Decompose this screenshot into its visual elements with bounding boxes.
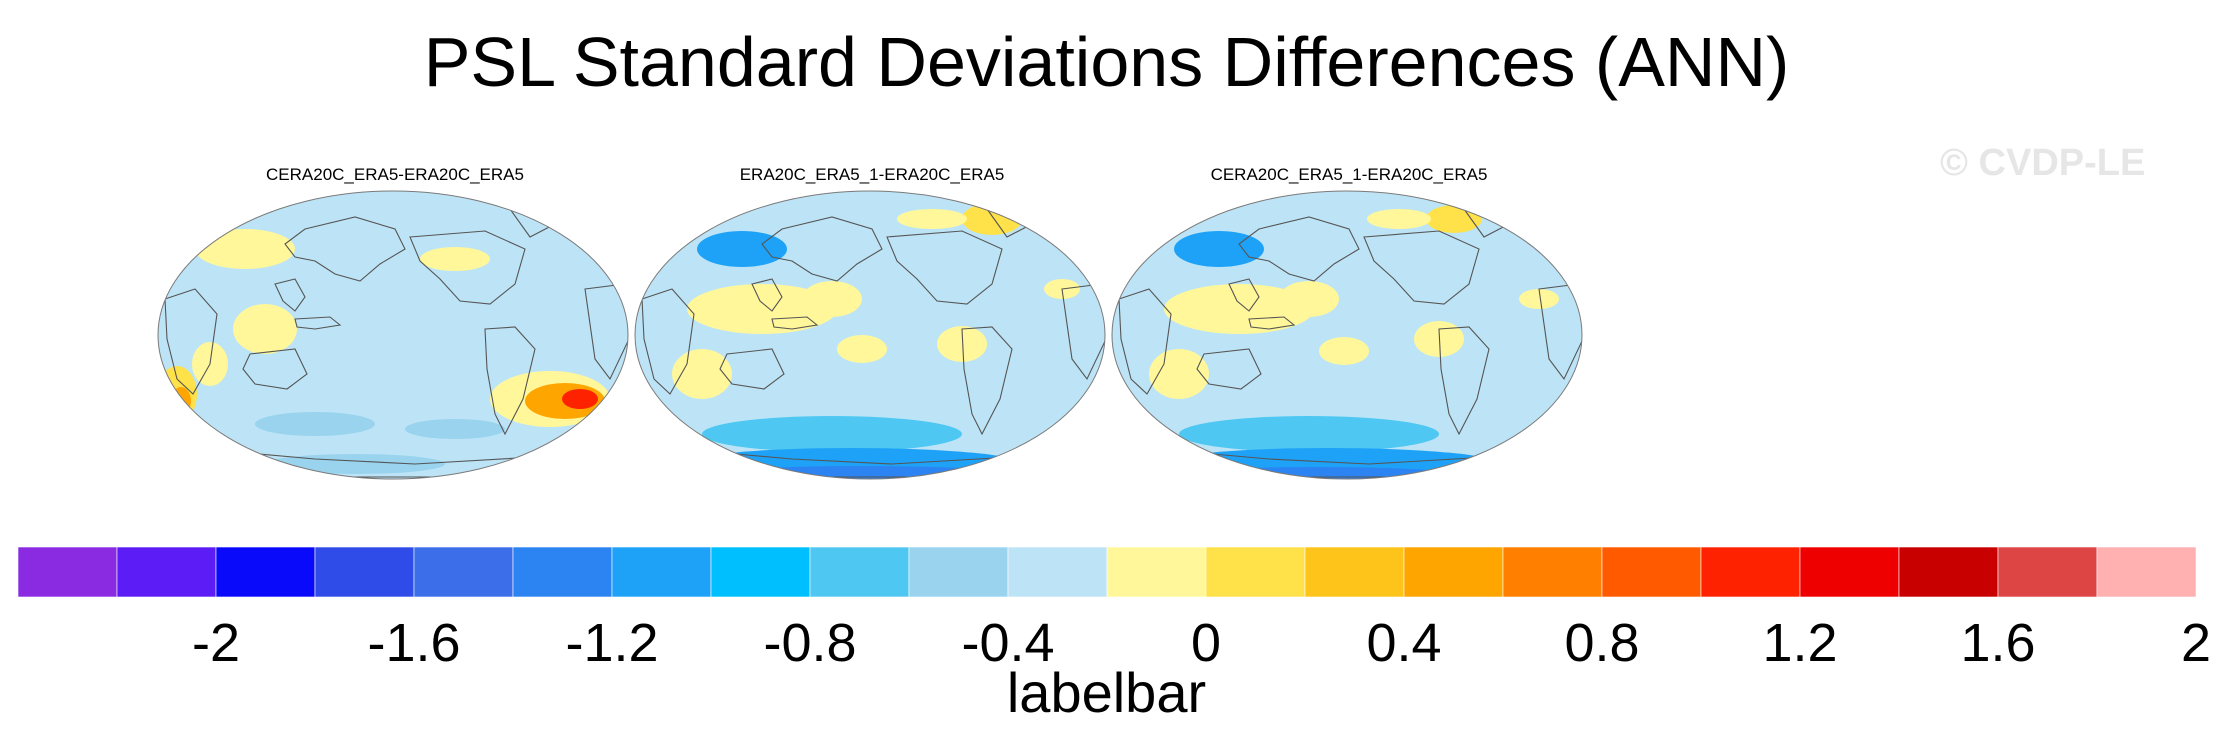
- map-outline: [157, 190, 629, 480]
- contour-region: [687, 284, 837, 334]
- colorbar-tick-label: -1.6: [367, 613, 461, 673]
- coastline: [164, 288, 218, 395]
- colorbar-box: [1304, 547, 1405, 597]
- coastline: [1118, 288, 1172, 395]
- coastline: [1438, 326, 1490, 436]
- coastline: [961, 326, 1013, 436]
- colorbar-box: [2096, 547, 2196, 597]
- coastline: [284, 216, 406, 282]
- coastline: [1196, 348, 1262, 390]
- map-outline: [1111, 190, 1583, 480]
- colorbar-box: [1898, 547, 1999, 597]
- contour-region: [158, 366, 197, 422]
- contour-region: [1367, 209, 1431, 229]
- contour-region: [897, 209, 967, 229]
- colorbar-box: [18, 547, 118, 597]
- coastline: [771, 316, 819, 330]
- colorbar-box: [809, 547, 910, 597]
- contour-region: [1426, 205, 1482, 233]
- contour-region: [405, 419, 505, 439]
- contour-region: [802, 281, 862, 317]
- colorbar-box: [1601, 547, 1702, 597]
- contour-region: [1519, 289, 1559, 309]
- contour-region: [562, 389, 598, 409]
- map-outline: [634, 190, 1106, 480]
- contour-region: [255, 412, 375, 436]
- map-panel-1: CERA20C_ERA5-ERA20C_ERA5: [155, 165, 635, 485]
- colorbar-title: labelbar: [1006, 661, 1207, 724]
- colorbar-box: [710, 547, 811, 597]
- panel-title: CERA20C_ERA5_1-ERA20C_ERA5: [1210, 165, 1488, 184]
- contour-region: [195, 229, 295, 269]
- contour-region: [1164, 284, 1314, 334]
- ocean-background: [158, 191, 628, 479]
- colorbar-tick-label: -2: [191, 613, 241, 673]
- colorbar: [18, 547, 2196, 597]
- colorbar-tick-label: -1.2: [565, 613, 659, 673]
- colorbar-tick-label: -0.4: [961, 613, 1055, 673]
- contour-region: [1179, 416, 1439, 452]
- contour-region: [962, 203, 1022, 235]
- map-panel-3: CERA20C_ERA5_1-ERA20C_ERA5: [1109, 165, 1589, 485]
- coastline: [409, 230, 526, 305]
- world-map: [1111, 190, 1583, 480]
- colorbar-tick-label: 0.4: [1366, 613, 1442, 673]
- contour-region: [1319, 337, 1369, 365]
- contour-region: [1174, 231, 1264, 267]
- contour-region: [420, 247, 490, 271]
- colorbar-box: [1106, 547, 1207, 597]
- contour-region: [702, 416, 962, 452]
- panel-title: CERA20C_ERA5-ERA20C_ERA5: [266, 165, 524, 184]
- colorbar-box: [314, 547, 415, 597]
- map-panel-2: ERA20C_ERA5_1-ERA20C_ERA5: [632, 165, 1112, 485]
- colorbar-box: [611, 547, 712, 597]
- coastline: [1248, 316, 1296, 330]
- coastline: [1363, 230, 1480, 305]
- contour-region: [233, 304, 297, 354]
- watermark: © CVDP-LE: [1940, 142, 2146, 184]
- colorbar-tick-label: 1.6: [1960, 613, 2036, 673]
- colorbar-box: [215, 547, 316, 597]
- colorbar-box: [1799, 547, 1900, 597]
- coastline: [242, 348, 308, 390]
- coastline: [641, 288, 695, 395]
- colorbar-tick-label: -0.8: [763, 613, 857, 673]
- colorbar-tick-label: 0: [1190, 613, 1222, 673]
- colorbar-box: [1403, 547, 1504, 597]
- colorbar-tick-label: 1.2: [1762, 613, 1838, 673]
- coastline: [719, 348, 785, 390]
- colorbar-tick-label: 2: [2180, 613, 2212, 673]
- colorbar-box: [1007, 547, 1108, 597]
- contour-region: [697, 231, 787, 267]
- coastline: [761, 216, 883, 282]
- colorbar-box: [512, 547, 613, 597]
- colorbar-box: [1502, 547, 1603, 597]
- page-title: PSL Standard Deviations Differences (ANN…: [423, 23, 1790, 101]
- colorbar-box: [1997, 547, 2098, 597]
- coastline: [886, 230, 1003, 305]
- contour-region: [937, 326, 987, 362]
- coastline: [1228, 278, 1260, 312]
- coastline: [484, 326, 536, 436]
- coastline: [294, 316, 342, 330]
- contour-region: [171, 387, 191, 415]
- colorbar-box: [413, 547, 514, 597]
- world-map: [634, 190, 1106, 480]
- colorbar-box: [116, 547, 217, 597]
- colorbar-tick-label: 0.8: [1564, 613, 1640, 673]
- coastline: [274, 278, 306, 312]
- coastline: [1238, 216, 1360, 282]
- contour-region: [837, 335, 887, 363]
- colorbar-box: [1205, 547, 1306, 597]
- contour-region: [1279, 281, 1339, 317]
- world-map: [157, 190, 629, 480]
- panel-title: ERA20C_ERA5_1-ERA20C_ERA5: [739, 165, 1005, 184]
- colorbar-box: [908, 547, 1009, 597]
- coastline: [751, 278, 783, 312]
- colorbar-box: [1700, 547, 1801, 597]
